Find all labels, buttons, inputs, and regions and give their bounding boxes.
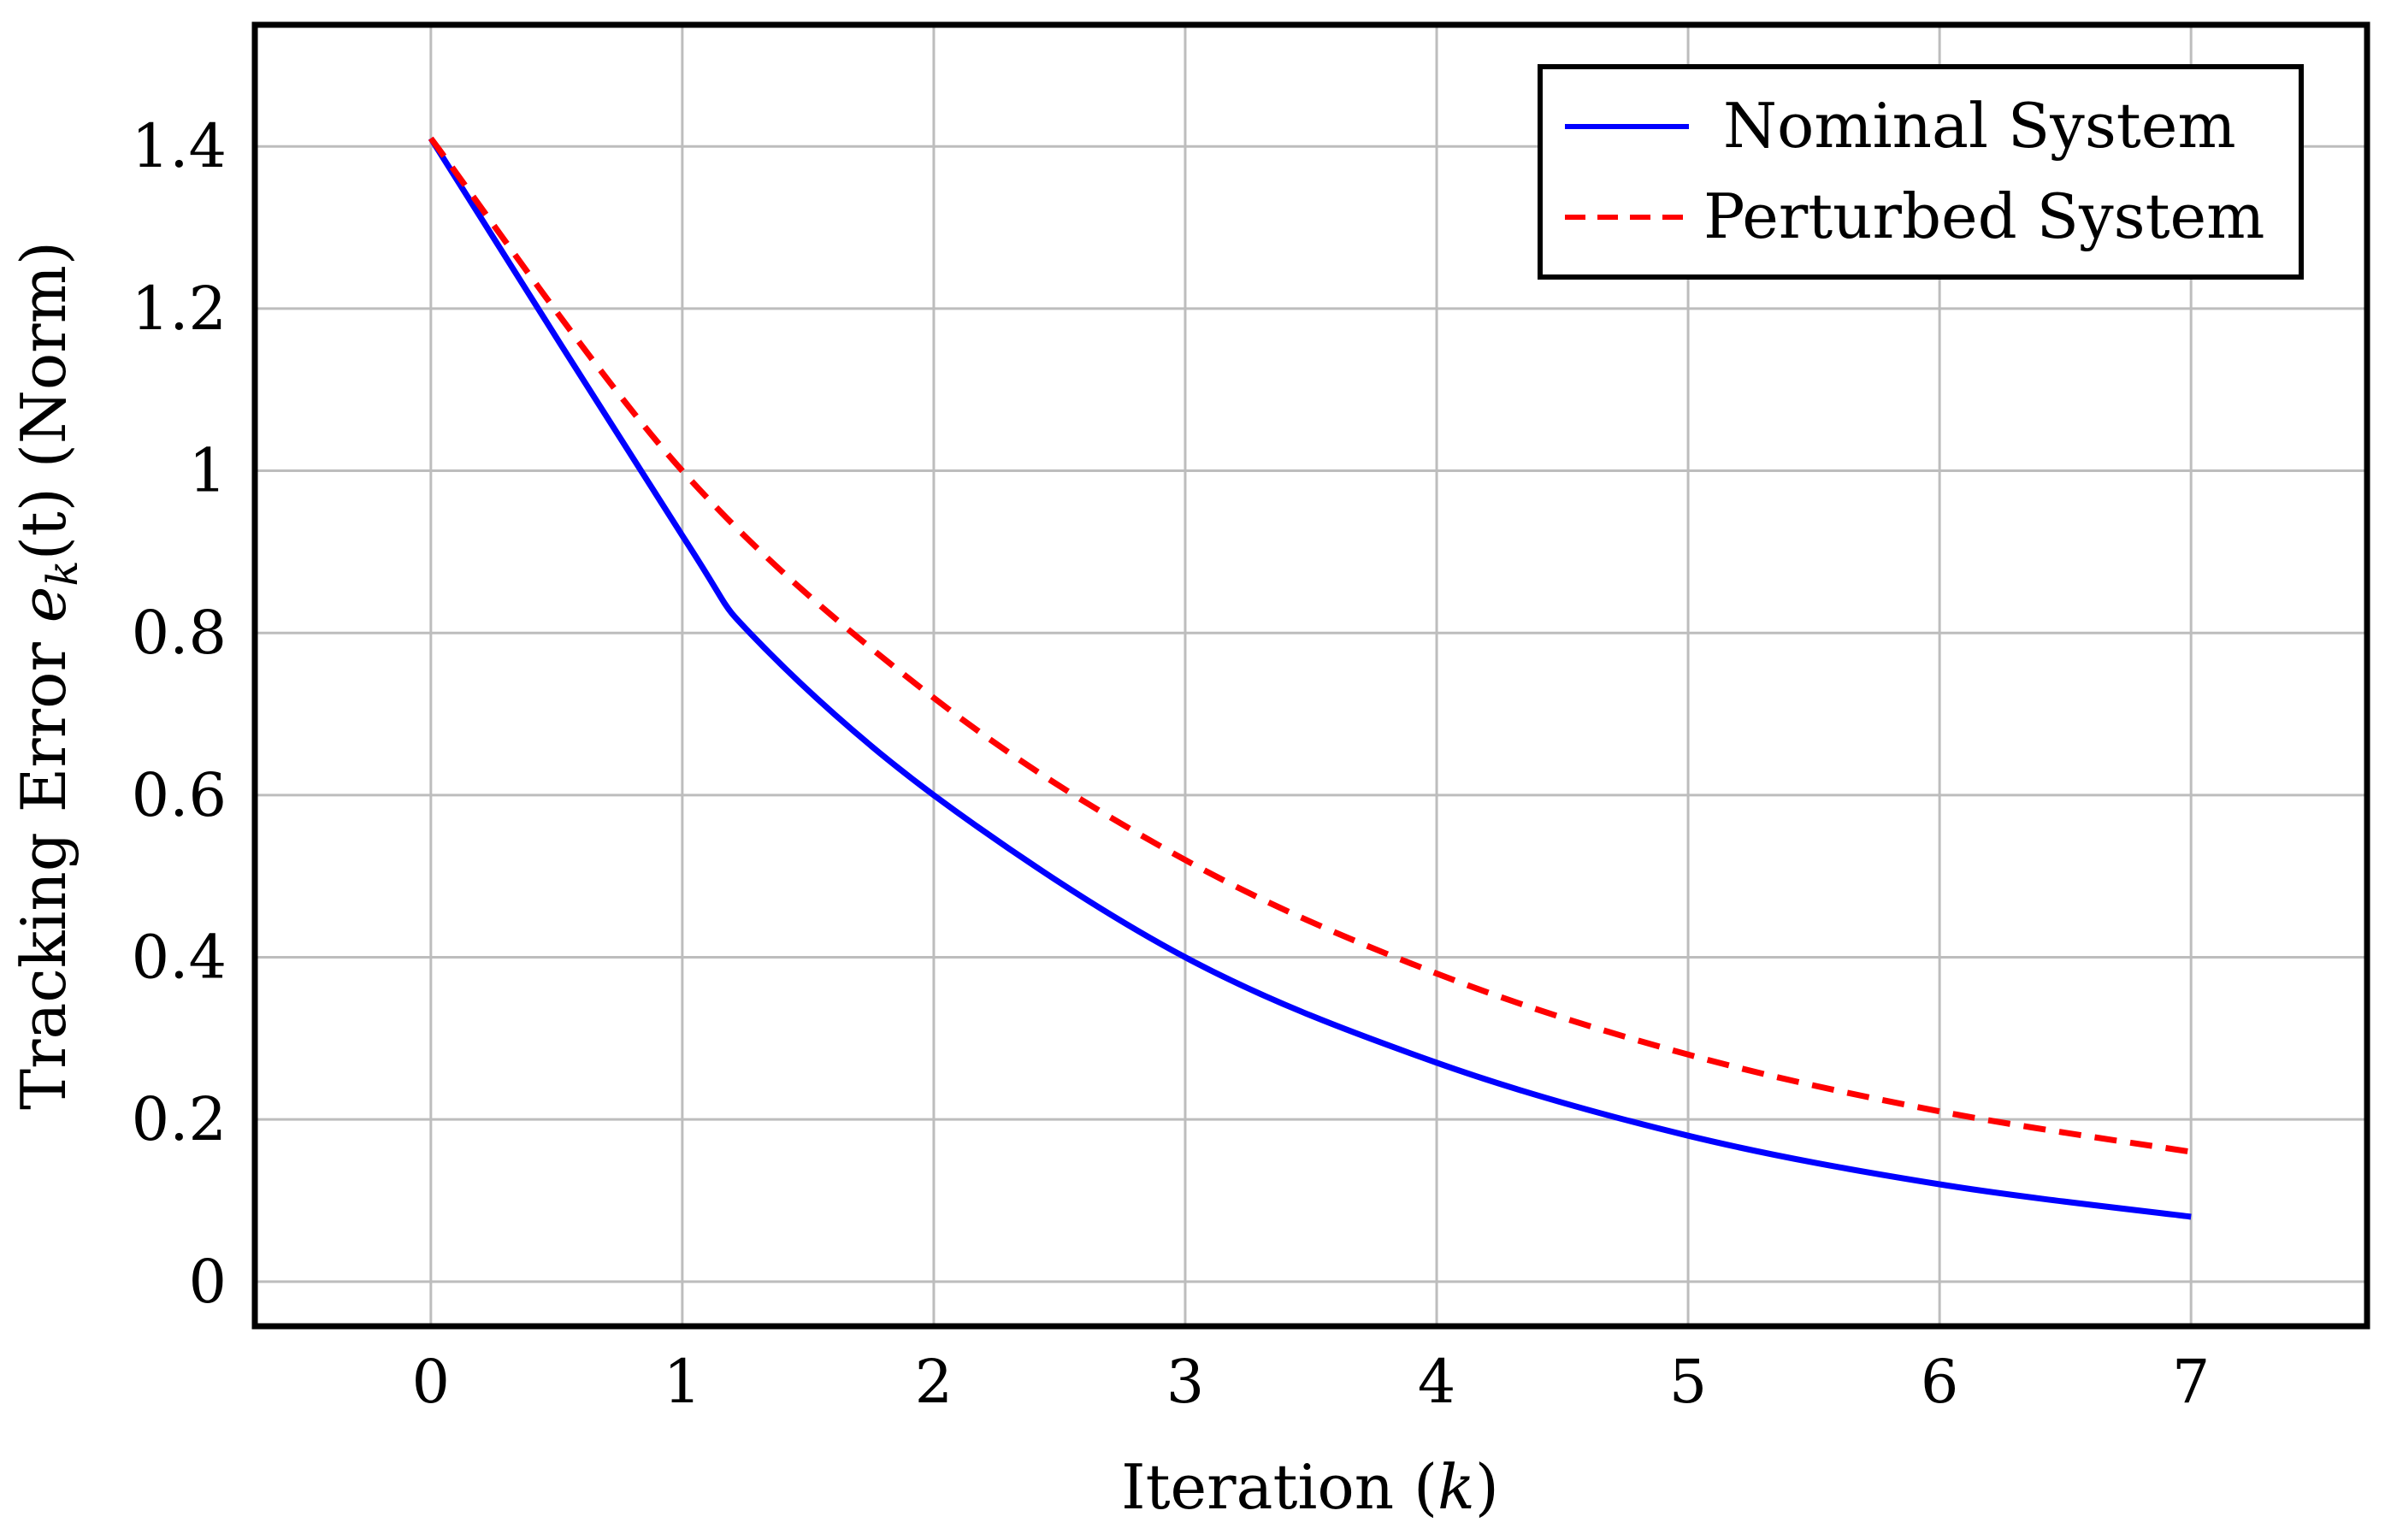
series-line-perturbed-system xyxy=(428,136,2192,1155)
x-axis-title: Iteration (k) xyxy=(1121,1451,1499,1523)
x-axis-variable: k xyxy=(1437,1451,1475,1523)
y-tick-label: 0 xyxy=(188,1247,227,1317)
x-tick-label: 6 xyxy=(1921,1347,1959,1417)
y-axis-variable: e xyxy=(8,587,80,623)
y-axis-subscript: k xyxy=(38,560,87,586)
y-tick-label: 0.4 xyxy=(132,923,227,993)
x-axis-title-close: ) xyxy=(1475,1451,1499,1523)
x-tick-label: 2 xyxy=(915,1347,953,1417)
plot-frame xyxy=(251,21,2370,1330)
legend-box xyxy=(1538,64,2304,280)
legend-label-nominal-system: Nominal System xyxy=(1723,90,2236,162)
x-tick-label: 3 xyxy=(1166,1347,1205,1417)
y-tick-label: 1.2 xyxy=(132,274,227,344)
series-line-nominal-system xyxy=(428,136,2192,1220)
x-tick-label: 7 xyxy=(2172,1347,2211,1417)
y-axis-title: Tracking Error ek(t) (Norm) xyxy=(8,241,87,1110)
y-axis-title-text: Tracking Error xyxy=(8,622,80,1110)
x-tick-label: 4 xyxy=(1418,1347,1456,1417)
y-tick-label: 1 xyxy=(188,436,227,506)
series-layer xyxy=(428,136,2192,1220)
y-axis-title-tail: (Norm) xyxy=(8,241,80,487)
y-tick-label: 1.4 xyxy=(132,111,227,181)
tick-labels: 0 1 2 3 4 5 6 7 0 0.2 0.4 0.6 0.8 1 1.2 1.4 xyxy=(132,111,2211,1417)
y-axis-argument: (t) xyxy=(8,487,80,560)
y-tick-label: 0.8 xyxy=(132,598,227,668)
x-tick-label: 0 xyxy=(412,1347,451,1417)
y-tick-label: 0.2 xyxy=(132,1084,227,1154)
x-tick-label: 1 xyxy=(664,1347,702,1417)
legend-label-perturbed-system: Perturbed System xyxy=(1703,180,2264,252)
x-tick-label: 5 xyxy=(1669,1347,1708,1417)
legend: Nominal System Perturbed System xyxy=(1538,64,2304,280)
x-axis-title-text: Iteration ( xyxy=(1121,1451,1437,1523)
y-tick-label: 0.6 xyxy=(132,760,227,830)
